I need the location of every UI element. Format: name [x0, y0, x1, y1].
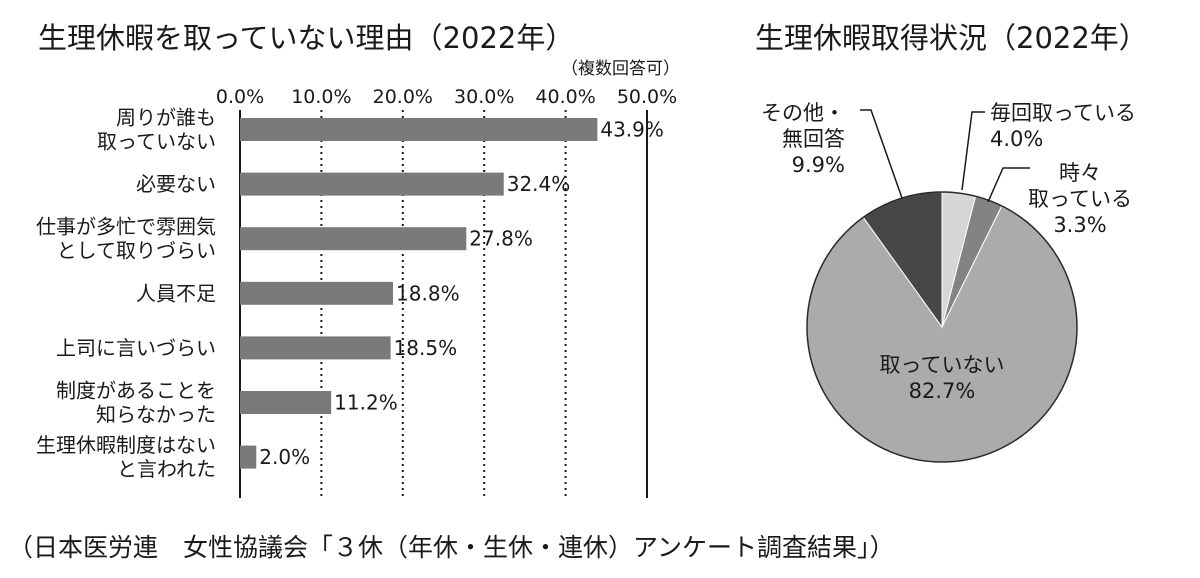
pie-slice-label: 取っていない	[880, 353, 1005, 377]
pie-slice-label: 時々	[1059, 161, 1101, 185]
source-caption: （日本医労連 女性協議会「３休（年休・生休・連休）アンケート調査結果」）	[8, 533, 895, 562]
leader-line	[860, 109, 903, 199]
bar	[240, 227, 467, 251]
pie-slice-label: その他・	[761, 101, 845, 125]
category-label: 制度があることを	[56, 379, 216, 403]
leader-line	[961, 111, 985, 191]
pie-slice-label: 毎回取っている	[990, 101, 1136, 125]
pie-slice-label: 無回答	[782, 127, 845, 151]
bar	[240, 336, 391, 360]
data-label: 2.0%	[259, 445, 310, 469]
category-label: と言われた	[117, 457, 216, 481]
data-label: 18.5%	[394, 336, 458, 360]
bar-chart-title: 生理休暇を取っていない理由（2022年）	[38, 21, 574, 55]
pie-slice-label: 取っている	[1028, 187, 1132, 211]
x-tick-label: 20.0%	[373, 86, 433, 108]
category-label: 知らなかった	[96, 403, 216, 427]
x-tick-label: 0.0%	[216, 86, 264, 108]
leader-line	[987, 167, 1030, 203]
pie-slice-label: 4.0%	[990, 127, 1043, 151]
pie-slice-label: 3.3%	[1053, 213, 1106, 237]
data-label: 43.9%	[600, 118, 664, 142]
bar	[240, 445, 257, 469]
category-label: 周りが誰も	[116, 106, 216, 130]
bar	[240, 391, 332, 414]
pie-outline	[806, 191, 1078, 463]
x-tick-label: 30.0%	[454, 86, 514, 108]
data-label: 32.4%	[507, 172, 571, 196]
bar	[240, 118, 598, 141]
multiple-answer-note: （複数回答可）	[561, 59, 680, 79]
bar	[240, 172, 504, 196]
category-label: 上司に言いづらい	[56, 336, 216, 360]
category-label: 取っていない	[97, 130, 216, 154]
x-tick-label: 40.0%	[535, 86, 595, 108]
category-label: として取りづらい	[57, 239, 216, 263]
category-label: 仕事が多忙で雰囲気	[36, 215, 216, 239]
pie-slice-label: 82.7%	[909, 379, 976, 403]
data-label: 27.8%	[469, 227, 533, 251]
category-label: 必要ない	[136, 172, 216, 196]
bar	[240, 281, 394, 305]
x-tick-label: 10.0%	[291, 86, 351, 108]
data-label: 18.8%	[396, 281, 460, 305]
bar-chart: 生理休暇を取っていない理由（2022年） （複数回答可） 0.0% 10.0% 20…	[36, 21, 680, 498]
data-label: 11.2%	[334, 391, 398, 415]
pie-slice-label: 9.9%	[792, 153, 845, 177]
category-label: 生理休暇制度はない	[36, 433, 216, 457]
category-label: 人員不足	[136, 281, 216, 305]
pie-chart-title: 生理休暇取得状況（2022年）	[755, 21, 1148, 55]
x-tick-label: 50.0%	[617, 86, 677, 108]
